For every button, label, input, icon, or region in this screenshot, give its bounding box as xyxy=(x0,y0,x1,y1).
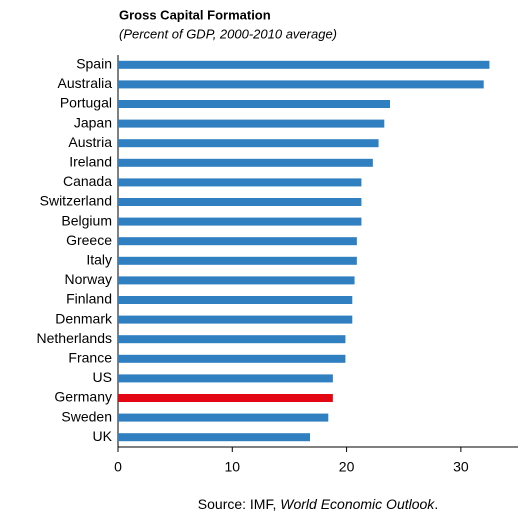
bar xyxy=(118,394,333,402)
bar xyxy=(118,100,390,108)
y-tick-label: Norway xyxy=(65,271,112,287)
bar xyxy=(118,374,333,383)
y-tick-label: Netherlands xyxy=(37,330,113,346)
x-tick-label: 0 xyxy=(114,459,122,475)
bar xyxy=(118,198,362,206)
y-tick-label: Denmark xyxy=(55,310,113,326)
y-tick-label: Finland xyxy=(66,291,112,307)
y-tick-label: Sweden xyxy=(61,408,112,424)
y-tick-label: Ireland xyxy=(69,154,112,170)
y-tick-label: Italy xyxy=(86,252,112,268)
source-prefix: Source: IMF, xyxy=(198,496,280,512)
bar xyxy=(118,256,357,265)
bar xyxy=(118,119,385,128)
bar xyxy=(118,60,490,69)
bar xyxy=(118,413,329,422)
y-tick-label: UK xyxy=(93,428,113,444)
bar xyxy=(118,354,346,363)
source-suffix: . xyxy=(434,496,438,512)
x-tick-label: 10 xyxy=(224,459,240,475)
bar xyxy=(118,315,353,324)
bar xyxy=(118,158,373,167)
chart-title: Gross Capital Formation xyxy=(119,7,271,22)
y-tick-label: Greece xyxy=(66,232,112,248)
bar xyxy=(118,296,353,304)
y-tick-label: Austria xyxy=(68,134,112,150)
bar xyxy=(118,217,362,226)
y-tick-label: Australia xyxy=(58,75,113,91)
y-tick-label: Switzerland xyxy=(40,193,112,209)
chart-subtitle: (Percent of GDP, 2000-2010 average) xyxy=(119,26,337,41)
y-tick-label: Portugal xyxy=(60,95,112,111)
source-publication: World Economic Outlook xyxy=(280,496,435,512)
y-tick-label: Canada xyxy=(63,173,112,189)
source-note: Source: IMF, World Economic Outlook. xyxy=(198,496,438,512)
y-tick-label: Spain xyxy=(76,56,112,72)
y-tick-label: Germany xyxy=(54,389,112,405)
y-tick-label: Belgium xyxy=(61,212,112,228)
bar xyxy=(118,139,379,148)
bar xyxy=(118,80,484,89)
bar xyxy=(118,237,357,246)
y-tick-label: US xyxy=(93,369,112,385)
bar xyxy=(118,178,362,187)
x-tick-label: 20 xyxy=(339,459,355,475)
bar xyxy=(118,276,355,285)
bar xyxy=(118,335,346,344)
y-tick-label: France xyxy=(68,350,112,366)
y-tick-label: Japan xyxy=(74,114,112,130)
bar xyxy=(118,433,310,442)
x-tick-label: 30 xyxy=(453,459,469,475)
